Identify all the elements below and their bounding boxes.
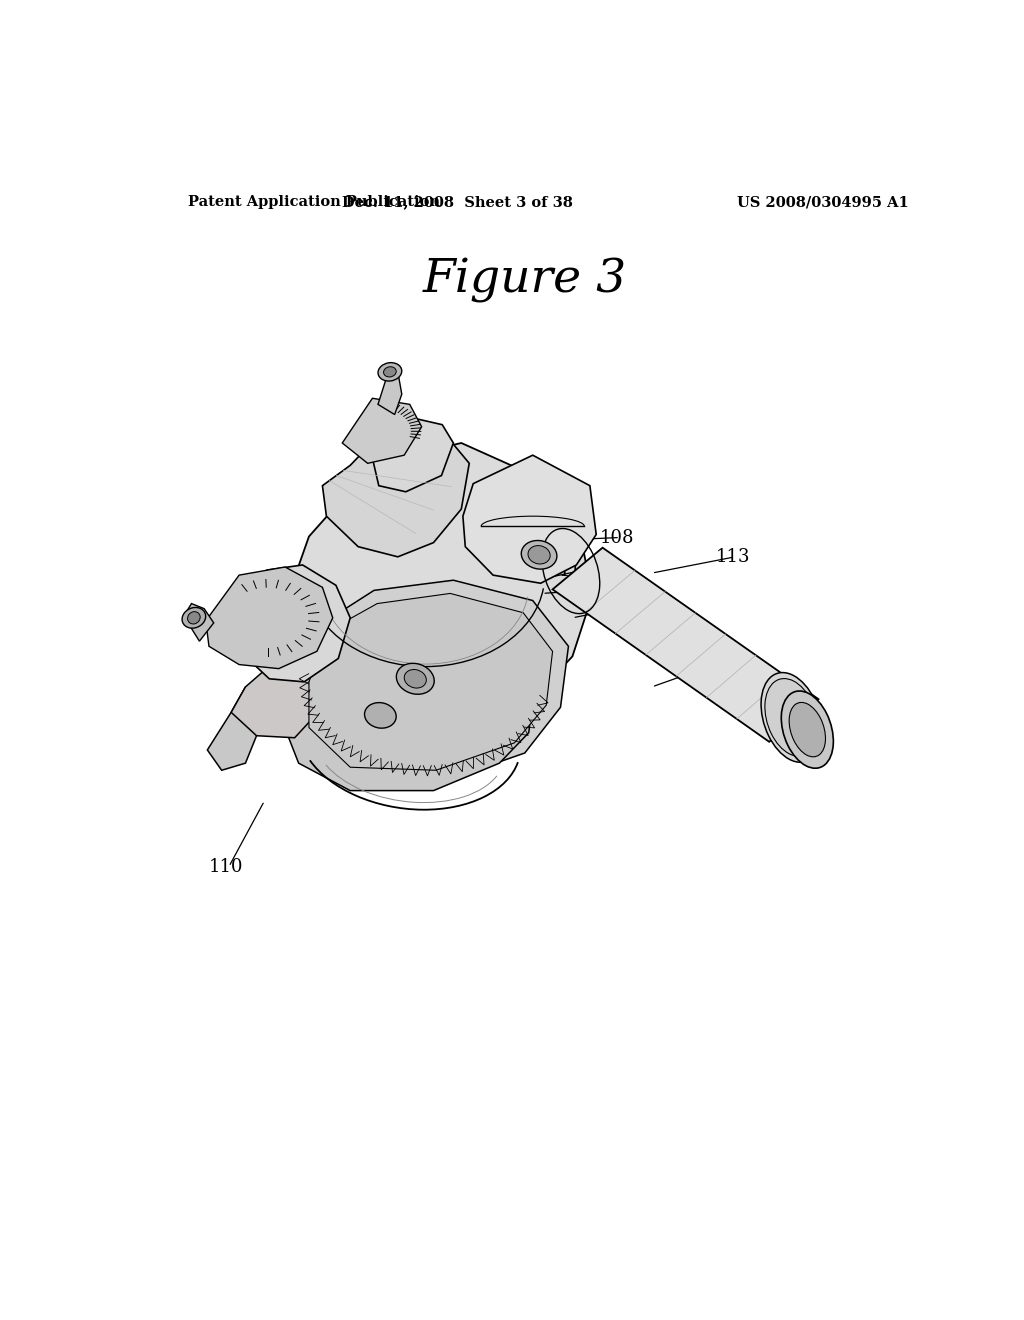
Text: 119: 119 bbox=[697, 655, 732, 673]
Polygon shape bbox=[281, 444, 592, 748]
Text: 108: 108 bbox=[600, 528, 635, 546]
Polygon shape bbox=[378, 372, 401, 414]
Ellipse shape bbox=[790, 702, 825, 756]
Text: 113: 113 bbox=[715, 548, 750, 566]
Polygon shape bbox=[342, 399, 422, 463]
Text: Dec. 11, 2008  Sheet 3 of 38: Dec. 11, 2008 Sheet 3 of 38 bbox=[342, 195, 572, 209]
Polygon shape bbox=[309, 594, 553, 771]
Text: Figure 3: Figure 3 bbox=[423, 257, 627, 304]
Polygon shape bbox=[373, 414, 454, 492]
Polygon shape bbox=[283, 651, 532, 791]
Text: 103: 103 bbox=[404, 438, 438, 455]
Polygon shape bbox=[323, 417, 469, 557]
Polygon shape bbox=[206, 568, 333, 669]
Polygon shape bbox=[295, 581, 568, 784]
Text: 107: 107 bbox=[604, 599, 639, 616]
Text: 114: 114 bbox=[559, 562, 593, 579]
Polygon shape bbox=[241, 565, 350, 682]
Text: US 2008/0304995 A1: US 2008/0304995 A1 bbox=[736, 195, 908, 209]
Polygon shape bbox=[185, 603, 214, 642]
Text: 112: 112 bbox=[356, 416, 391, 434]
Ellipse shape bbox=[378, 363, 401, 381]
Ellipse shape bbox=[384, 367, 396, 378]
Polygon shape bbox=[231, 655, 325, 738]
Ellipse shape bbox=[781, 690, 834, 768]
Ellipse shape bbox=[187, 611, 200, 624]
Polygon shape bbox=[207, 686, 257, 771]
Ellipse shape bbox=[404, 669, 426, 688]
Ellipse shape bbox=[761, 673, 822, 762]
Text: 110: 110 bbox=[209, 858, 244, 876]
Text: Patent Application Publication: Patent Application Publication bbox=[187, 195, 439, 209]
Polygon shape bbox=[463, 455, 596, 583]
Ellipse shape bbox=[528, 545, 550, 564]
Text: 115: 115 bbox=[567, 581, 601, 599]
Ellipse shape bbox=[365, 702, 396, 729]
Ellipse shape bbox=[765, 678, 818, 756]
Ellipse shape bbox=[521, 540, 557, 569]
Ellipse shape bbox=[396, 664, 434, 694]
Ellipse shape bbox=[182, 607, 206, 628]
Polygon shape bbox=[553, 548, 818, 742]
